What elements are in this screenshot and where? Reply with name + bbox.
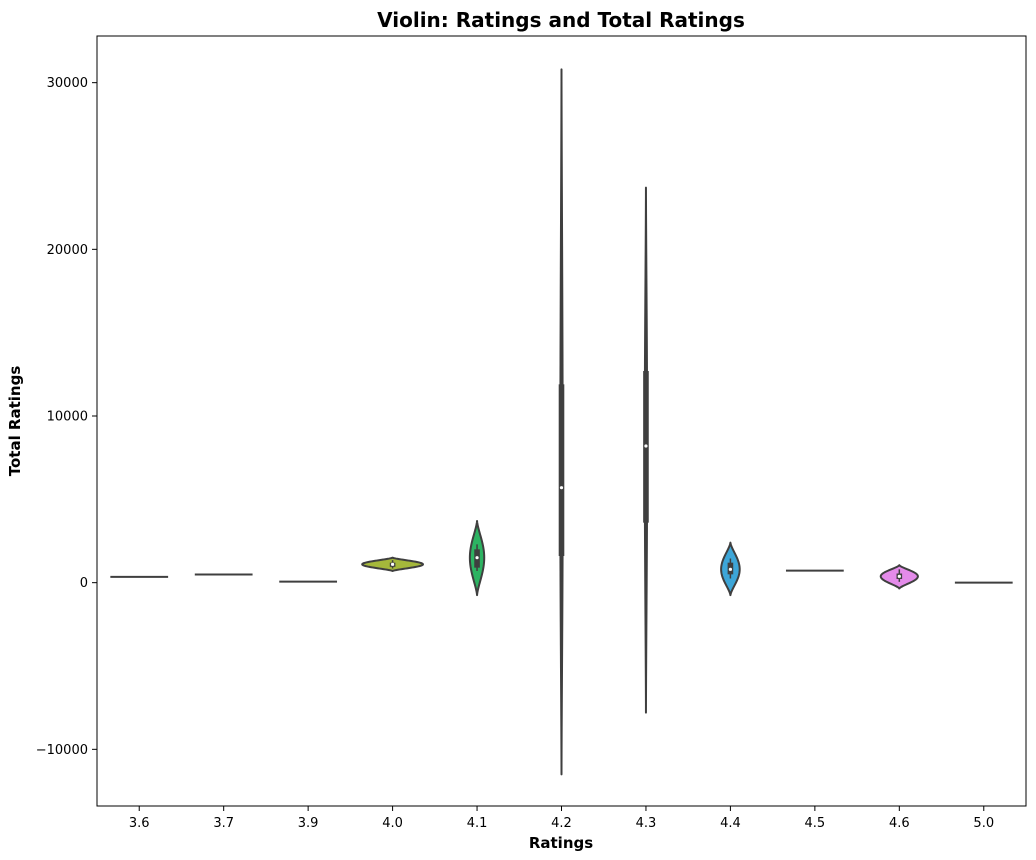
violin-median-dot [897,574,901,578]
x-axis-label: Ratings [529,834,593,852]
violin-4.6 [879,564,919,590]
x-tick-label: 4.0 [382,816,403,831]
chart-title: Violin: Ratings and Total Ratings [377,8,745,32]
x-tick-label: 4.2 [551,816,572,831]
violin-4.3 [643,186,649,714]
violin-median-dot [475,556,479,560]
violin-4.2 [558,68,565,776]
x-tick-label: 4.3 [636,816,657,831]
violin-median-dot [644,444,648,448]
x-tick-label: 4.6 [889,816,910,831]
violin-4.1 [468,520,486,597]
x-tick-label: 4.5 [805,816,826,831]
violins-group [110,68,1013,776]
x-axis-ticks: 3.6 3.7 3.9 4.0 4.1 4.2 4.3 4.4 4.5 4.6 5.0 [129,806,994,831]
y-tick-label: 0 [80,576,88,591]
x-tick-label: 4.1 [467,816,488,831]
violin-iqr-box [558,384,565,556]
y-axis-ticks: −10000 0 10000 20000 30000 [36,76,97,758]
violin-4.4 [720,541,741,597]
y-tick-label: 20000 [47,243,88,258]
x-tick-label: 3.7 [213,816,234,831]
x-tick-label: 5.0 [973,816,994,831]
violin-median-dot [559,486,564,490]
x-tick-label: 3.9 [298,816,319,831]
x-tick-label: 3.6 [129,816,150,831]
y-tick-label: 10000 [47,410,88,425]
violin-median-dot [728,567,733,571]
plot-frame [96,35,1027,807]
y-axis-label: Total Ratings [6,366,24,477]
x-tick-label: 4.4 [720,816,741,831]
y-tick-label: 30000 [47,76,88,91]
y-tick-label: −10000 [36,743,88,758]
violin-4.0 [361,556,424,572]
violin-median-dot [390,562,395,566]
